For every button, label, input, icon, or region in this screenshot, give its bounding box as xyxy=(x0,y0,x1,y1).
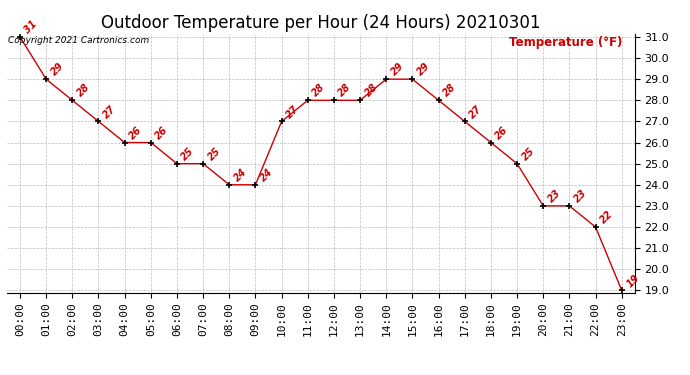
Text: 27: 27 xyxy=(101,104,118,120)
Text: 24: 24 xyxy=(232,167,248,183)
Text: 23: 23 xyxy=(572,188,589,204)
Text: 28: 28 xyxy=(75,82,92,99)
Text: 26: 26 xyxy=(154,124,170,141)
Text: 22: 22 xyxy=(598,209,615,226)
Text: 27: 27 xyxy=(468,104,484,120)
Text: 29: 29 xyxy=(389,61,406,78)
Text: 23: 23 xyxy=(546,188,562,204)
Text: 29: 29 xyxy=(49,61,66,78)
Text: 25: 25 xyxy=(520,146,536,162)
Text: 31: 31 xyxy=(23,19,39,36)
Text: 19: 19 xyxy=(624,272,641,289)
Text: 28: 28 xyxy=(310,82,327,99)
Title: Outdoor Temperature per Hour (24 Hours) 20210301: Outdoor Temperature per Hour (24 Hours) … xyxy=(101,14,540,32)
Text: 25: 25 xyxy=(179,146,197,162)
Text: 27: 27 xyxy=(284,104,301,120)
Text: 28: 28 xyxy=(442,82,458,99)
Text: 29: 29 xyxy=(415,61,432,78)
Text: 28: 28 xyxy=(337,82,353,99)
Text: 25: 25 xyxy=(206,146,222,162)
Text: 26: 26 xyxy=(493,124,511,141)
Text: 28: 28 xyxy=(363,82,380,99)
Text: Copyright 2021 Cartronics.com: Copyright 2021 Cartronics.com xyxy=(8,36,150,45)
Text: 24: 24 xyxy=(258,167,275,183)
Text: 26: 26 xyxy=(128,124,144,141)
Text: Temperature (°F): Temperature (°F) xyxy=(509,36,622,50)
